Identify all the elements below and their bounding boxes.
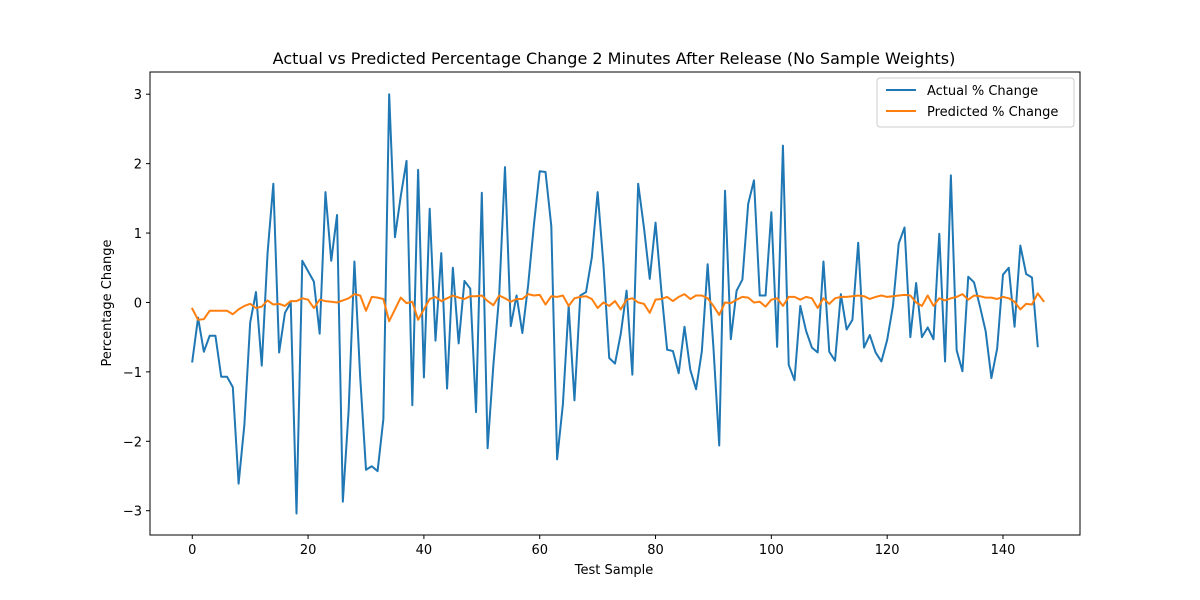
legend-label-actual: Actual % Change — [927, 84, 1038, 99]
legend-box — [876, 77, 1075, 128]
x-tick-label: 0 — [188, 543, 196, 558]
x-tick-label: 20 — [300, 543, 317, 558]
y-tick-label: −3 — [123, 505, 142, 520]
plot-frame — [149, 71, 1081, 536]
y-tick-label: 1 — [134, 227, 142, 242]
x-tick-label: 60 — [531, 543, 548, 558]
x-axis-label: Test Sample — [574, 563, 653, 578]
y-axis-label: Percentage Change — [100, 239, 115, 366]
legend-label-predicted: Predicted % Change — [927, 105, 1058, 120]
x-tick-label: 80 — [647, 543, 664, 558]
y-tick-label: −2 — [123, 435, 142, 450]
y-axis-ticks: −3 −2 −1 0 1 2 3 — [123, 88, 150, 520]
series-line-actual — [191, 93, 1039, 515]
x-tick-label: 120 — [875, 543, 900, 558]
chart-title: Actual vs Predicted Percentage Change 2 … — [273, 49, 956, 68]
y-tick-label: 2 — [134, 158, 142, 173]
y-tick-label: −1 — [123, 366, 142, 381]
series-group — [190, 93, 1045, 515]
y-tick-label: 3 — [134, 88, 142, 103]
x-tick-label: 40 — [416, 543, 433, 558]
x-tick-label: 140 — [991, 543, 1016, 558]
series-line-predicted — [190, 292, 1045, 323]
x-axis-ticks: 0 20 40 60 80 100 120 140 — [188, 535, 1015, 558]
y-tick-label: 0 — [134, 296, 142, 311]
x-tick-label: 100 — [759, 543, 784, 558]
legend: Actual % Change Predicted % Change — [876, 77, 1075, 128]
